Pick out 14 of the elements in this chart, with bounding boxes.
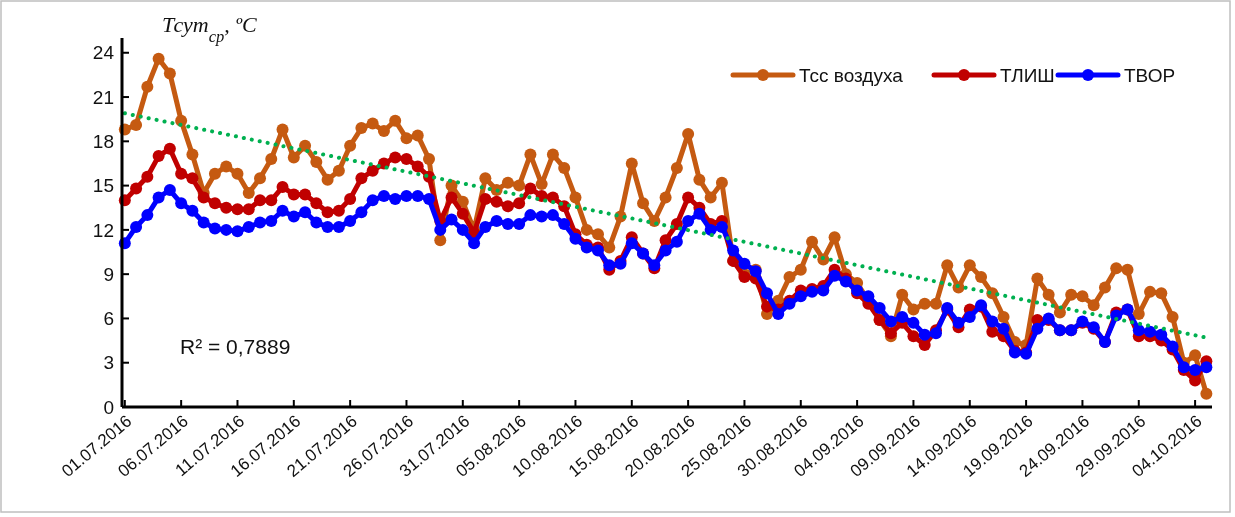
y-tick-label: 24 (92, 42, 115, 64)
y-tick-label: 3 (103, 352, 114, 374)
y-tick-label: 18 (92, 130, 114, 152)
y-tick-label: 21 (92, 86, 114, 108)
y-axis-title: Тсут$_{ср}$, ºC (162, 12, 258, 46)
y-tick-label: 6 (103, 308, 114, 330)
y-tick-label: 9 (103, 263, 114, 285)
legend-label: Тсс воздуха (799, 64, 904, 86)
legend-label: ТЛИШ (1000, 64, 1055, 86)
y-tick-label: 12 (92, 219, 114, 241)
y-tick-label: 15 (92, 175, 114, 197)
legend-label: ТВОР (1124, 64, 1176, 86)
y-tick-label: 0 (103, 396, 114, 418)
annotation: R² = 0,7889 (180, 334, 291, 358)
